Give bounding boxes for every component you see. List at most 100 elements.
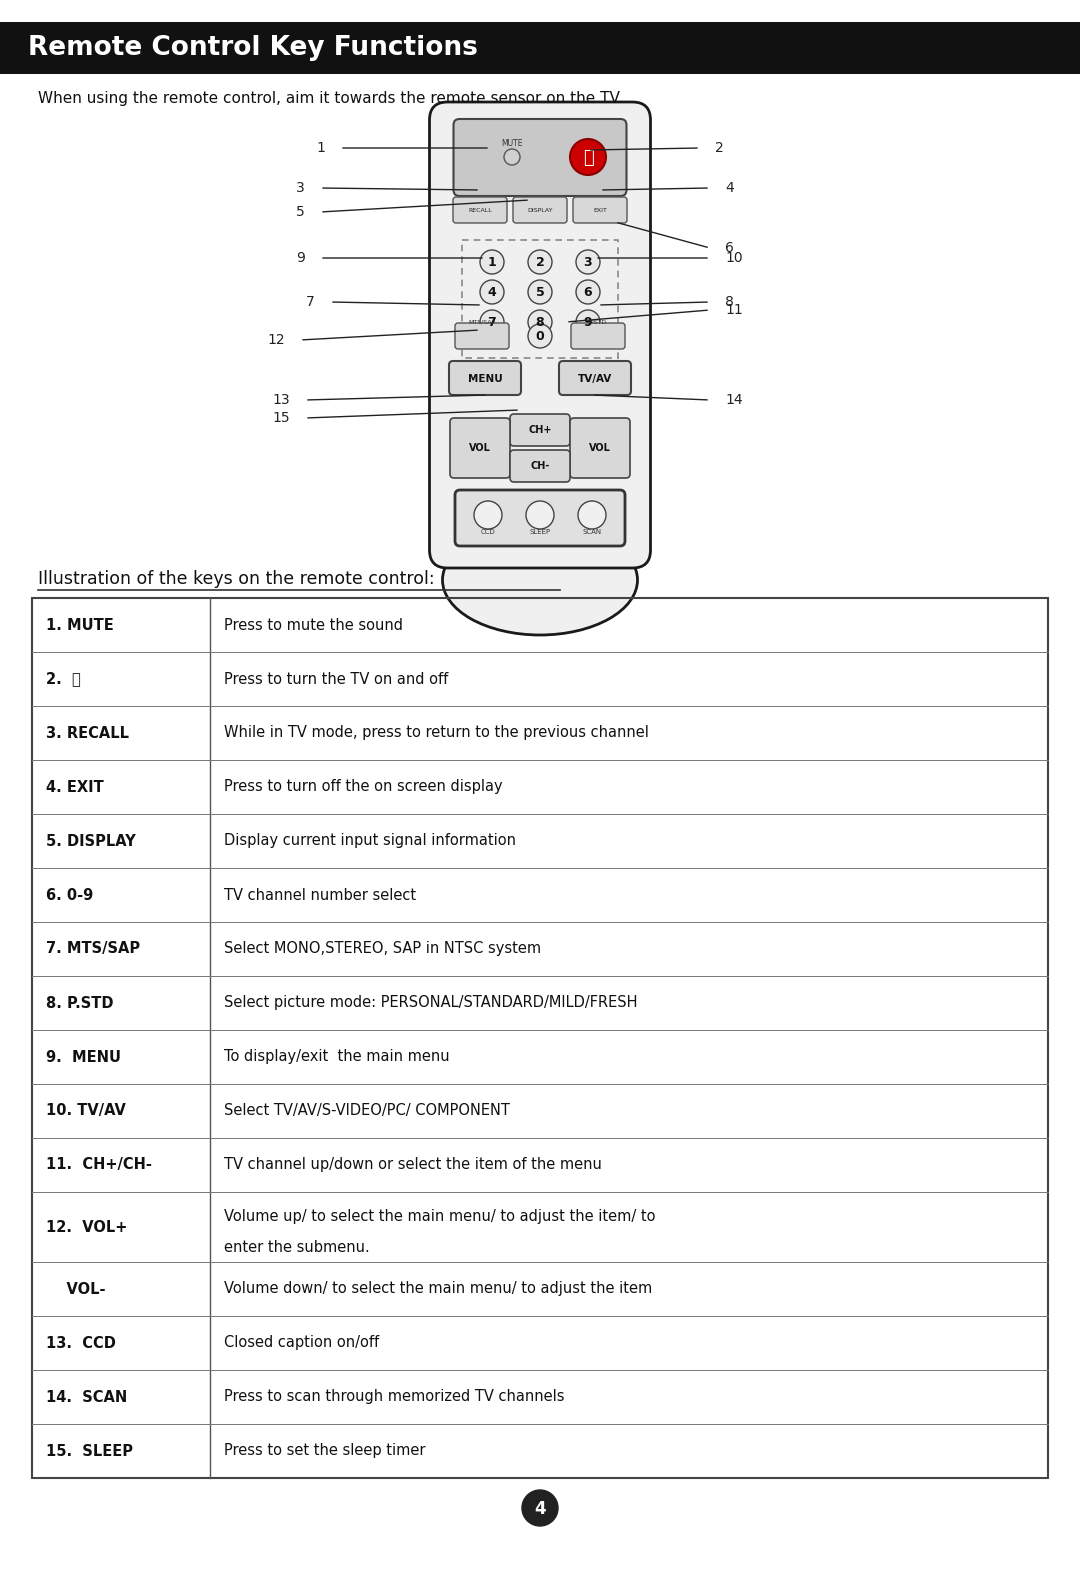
Text: CCD: CCD (481, 529, 496, 535)
Text: Press to mute the sound: Press to mute the sound (224, 618, 403, 632)
Text: 1: 1 (316, 141, 325, 155)
Text: 10: 10 (725, 250, 743, 265)
Circle shape (480, 280, 504, 304)
Text: 7. MTS/SAP: 7. MTS/SAP (46, 941, 140, 957)
Text: 11.  CH+/CH-: 11. CH+/CH- (46, 1158, 152, 1172)
Text: TV channel number select: TV channel number select (224, 887, 416, 903)
Text: 13: 13 (272, 393, 291, 407)
Text: 8: 8 (725, 295, 734, 309)
Text: Press to turn off the on screen display: Press to turn off the on screen display (224, 779, 502, 795)
Text: 3: 3 (296, 181, 305, 195)
Text: Press to turn the TV on and off: Press to turn the TV on and off (224, 672, 448, 686)
Circle shape (528, 310, 552, 334)
Text: Select picture mode: PERSONAL/STANDARD/MILD/FRESH: Select picture mode: PERSONAL/STANDARD/M… (224, 995, 637, 1011)
Text: Display current input signal information: Display current input signal information (224, 833, 516, 849)
Circle shape (576, 310, 600, 334)
FancyBboxPatch shape (573, 196, 627, 223)
Circle shape (480, 250, 504, 274)
Text: TV channel up/down or select the item of the menu: TV channel up/down or select the item of… (224, 1158, 602, 1172)
Text: Remote Control Key Functions: Remote Control Key Functions (28, 35, 477, 62)
Circle shape (576, 250, 600, 274)
Text: MENU: MENU (468, 374, 502, 383)
FancyBboxPatch shape (570, 418, 630, 478)
FancyBboxPatch shape (510, 450, 570, 482)
Text: 5: 5 (536, 287, 544, 299)
Text: 2: 2 (715, 141, 724, 155)
Text: 9: 9 (296, 250, 305, 265)
Text: VOL: VOL (469, 444, 491, 453)
Text: 13.  CCD: 13. CCD (46, 1335, 116, 1351)
Circle shape (480, 310, 504, 334)
Text: When using the remote control, aim it towards the remote sensor on the TV: When using the remote control, aim it to… (38, 90, 620, 106)
Text: enter the submenu.: enter the submenu. (224, 1240, 369, 1255)
Text: 8: 8 (536, 317, 544, 329)
Text: CH+: CH+ (528, 425, 552, 436)
Text: 12: 12 (268, 333, 285, 347)
Text: 9: 9 (583, 317, 592, 329)
FancyBboxPatch shape (430, 101, 650, 569)
Text: SCAN: SCAN (582, 529, 602, 535)
Text: 15: 15 (272, 410, 291, 425)
Text: To display/exit  the main menu: To display/exit the main menu (224, 1050, 449, 1064)
Text: Press to set the sleep timer: Press to set the sleep timer (224, 1443, 426, 1459)
Text: Closed caption on/off: Closed caption on/off (224, 1335, 379, 1351)
Text: Press to scan through memorized TV channels: Press to scan through memorized TV chann… (224, 1389, 565, 1405)
Text: MTS/SAP: MTS/SAP (469, 320, 496, 325)
Text: 15.  SLEEP: 15. SLEEP (46, 1443, 133, 1459)
Text: 4: 4 (535, 1500, 545, 1517)
Circle shape (526, 501, 554, 529)
Text: 7: 7 (307, 295, 315, 309)
FancyBboxPatch shape (453, 196, 507, 223)
Circle shape (578, 501, 606, 529)
Text: TV/AV: TV/AV (578, 374, 612, 383)
Text: Volume up/ to select the main menu/ to adjust the item/ to: Volume up/ to select the main menu/ to a… (224, 1210, 656, 1224)
Bar (32, 599, 1048, 1478)
Text: P.STD: P.STD (590, 320, 607, 325)
FancyBboxPatch shape (454, 119, 626, 196)
Text: 12.  VOL+: 12. VOL+ (46, 1220, 127, 1234)
Circle shape (522, 1491, 558, 1525)
Text: RECALL: RECALL (468, 208, 491, 212)
Text: 6. 0-9: 6. 0-9 (46, 887, 93, 903)
Text: 4. EXIT: 4. EXIT (46, 779, 104, 795)
Text: 4: 4 (725, 181, 733, 195)
Text: 6: 6 (725, 241, 734, 255)
Circle shape (504, 149, 519, 165)
FancyBboxPatch shape (455, 323, 509, 348)
FancyBboxPatch shape (571, 323, 625, 348)
Text: 9.  MENU: 9. MENU (46, 1050, 121, 1064)
Bar (462, 241, 618, 358)
Text: VOL: VOL (589, 444, 611, 453)
Text: 1. MUTE: 1. MUTE (46, 618, 113, 632)
Text: MUTE: MUTE (501, 138, 523, 147)
Circle shape (528, 250, 552, 274)
Circle shape (570, 139, 606, 174)
Text: 14.  SCAN: 14. SCAN (46, 1389, 127, 1405)
Circle shape (576, 280, 600, 304)
Text: Select MONO,STEREO, SAP in NTSC system: Select MONO,STEREO, SAP in NTSC system (224, 941, 541, 957)
Circle shape (528, 325, 552, 348)
Text: ⏻: ⏻ (582, 149, 593, 166)
Text: VOL-: VOL- (46, 1281, 106, 1296)
Circle shape (528, 280, 552, 304)
Text: While in TV mode, press to return to the previous channel: While in TV mode, press to return to the… (224, 725, 649, 740)
Text: CH-: CH- (530, 461, 550, 470)
Text: Volume down/ to select the main menu/ to adjust the item: Volume down/ to select the main menu/ to… (224, 1281, 652, 1296)
Text: 4: 4 (488, 287, 497, 299)
Text: 5. DISPLAY: 5. DISPLAY (46, 833, 136, 849)
Text: 8. P.STD: 8. P.STD (46, 995, 113, 1011)
FancyBboxPatch shape (510, 413, 570, 447)
Text: 5: 5 (296, 204, 305, 219)
Text: Illustration of the keys on the remote control:: Illustration of the keys on the remote c… (38, 570, 434, 588)
Text: 3. RECALL: 3. RECALL (46, 725, 129, 740)
Text: DISPLAY: DISPLAY (527, 208, 553, 212)
Bar (0, 22, 1080, 74)
Text: 1: 1 (488, 257, 497, 269)
Text: SLEEP: SLEEP (529, 529, 551, 535)
Text: 11: 11 (725, 303, 743, 317)
FancyBboxPatch shape (455, 489, 625, 546)
Text: 2: 2 (536, 257, 544, 269)
Text: 3: 3 (583, 257, 592, 269)
Text: 7: 7 (488, 317, 497, 329)
Text: Select TV/AV/S-VIDEO/PC/ COMPONENT: Select TV/AV/S-VIDEO/PC/ COMPONENT (224, 1104, 510, 1118)
